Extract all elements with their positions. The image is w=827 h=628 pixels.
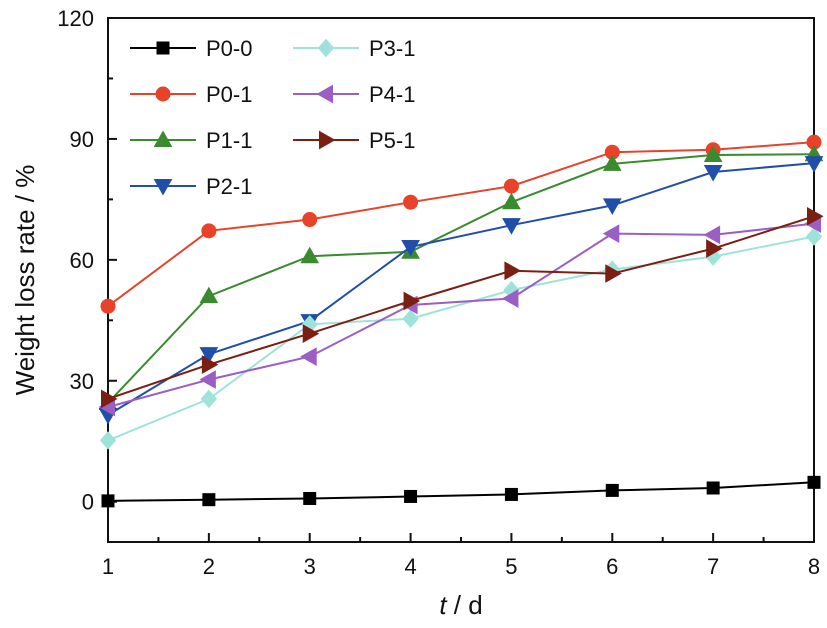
legend-marker <box>317 38 335 58</box>
x-axis-title-variable: t <box>439 590 448 620</box>
data-point-P4-1-7 <box>703 225 721 245</box>
data-point-P1-1-2 <box>199 286 219 304</box>
data-point-P0-0-5 <box>504 487 518 501</box>
legend-label: P4-1 <box>369 82 415 107</box>
series-line-P4-1 <box>107 222 815 408</box>
data-point-P4-1-6 <box>602 224 620 244</box>
x-tick-label: 4 <box>404 554 416 579</box>
data-point-P5-1-8 <box>807 206 824 226</box>
axes: 1 2 3 4 5 6 7 8 0 30 60 90 120 <box>57 6 820 579</box>
y-tick-label: 60 <box>70 248 94 273</box>
legend-item-P5-1: P5-1 <box>293 128 415 153</box>
legend-label: P1-1 <box>206 128 252 153</box>
data-point-P0-1-2 <box>201 223 217 239</box>
legend-item-P0-0: P0-0 <box>130 36 252 61</box>
data-point-P0-1-1 <box>100 298 116 314</box>
data-point-P2-1-5 <box>502 218 521 235</box>
data-point-P5-1-5 <box>504 261 521 281</box>
y-tick-label: 120 <box>57 6 94 31</box>
data-point-P1-1-5 <box>502 192 521 210</box>
legend-label: P5-1 <box>369 128 415 153</box>
x-tick-label: 5 <box>505 554 517 579</box>
data-point-P2-1-4 <box>401 239 420 257</box>
x-axis-title-unit: / d <box>447 590 483 620</box>
data-point-P5-1-7 <box>706 239 723 258</box>
series-P3-1 <box>99 227 823 450</box>
x-tick-label: 8 <box>808 554 820 579</box>
data-point-P2-1-7 <box>703 164 723 182</box>
legend-item-P4-1: P4-1 <box>293 82 415 107</box>
x-tick-label: 1 <box>102 554 114 579</box>
data-point-P5-1-6 <box>605 264 622 283</box>
data-point-P3-1-2 <box>200 389 218 409</box>
legend-marker <box>316 84 333 104</box>
data-point-P3-1-8 <box>805 227 823 246</box>
data-point-P0-0-7 <box>706 481 720 495</box>
x-axis-title: t / d <box>439 590 482 620</box>
data-point-P0-0-6 <box>605 483 619 497</box>
data-point-P4-1-5 <box>501 289 519 308</box>
y-tick-label: 0 <box>82 490 94 515</box>
series-line-P5-1 <box>107 215 815 400</box>
legend-marker <box>156 41 170 55</box>
legend-label: P2-1 <box>206 174 252 199</box>
y-tick-label: 90 <box>70 127 94 152</box>
y-axis-title: Weight loss rate / % <box>10 165 40 396</box>
data-point-P2-1-6 <box>602 198 622 215</box>
data-point-P1-1-7 <box>703 145 723 163</box>
data-point-P0-1-5 <box>503 178 519 194</box>
legend-item-P2-1: P2-1 <box>130 174 252 199</box>
series-P2-1 <box>98 156 824 425</box>
data-point-P5-1-2 <box>201 355 219 375</box>
data-point-P0-0-1 <box>101 494 115 508</box>
legend-label: P3-1 <box>369 36 415 61</box>
data-point-P5-1-1 <box>101 389 118 409</box>
data-point-P0-1-3 <box>302 212 318 228</box>
data-point-P5-1-4 <box>403 291 421 311</box>
legend-item-P3-1: P3-1 <box>293 36 415 61</box>
data-point-P3-1-4 <box>402 309 419 328</box>
legend-item-P1-1: P1-1 <box>130 128 252 153</box>
data-point-P4-1-3 <box>300 347 317 366</box>
data-point-P2-1-8 <box>804 156 824 173</box>
data-point-P5-1-3 <box>302 324 320 343</box>
series-P5-1 <box>101 206 824 409</box>
data-point-P4-1-2 <box>199 370 216 389</box>
data-point-P1-1-3 <box>300 246 320 264</box>
data-point-P0-0-2 <box>202 493 216 507</box>
legend-marker <box>155 86 171 102</box>
data-point-P0-0-8 <box>807 475 821 489</box>
legend: P0-0 P0-1 P1-1 P2-1 P3-1 P4-1 P5-1 <box>130 36 415 199</box>
data-point-P3-1-1 <box>99 431 117 450</box>
legend-label: P0-0 <box>206 36 252 61</box>
legend-marker <box>319 130 336 150</box>
data-point-P1-1-6 <box>602 154 622 171</box>
x-tick-label: 3 <box>304 554 316 579</box>
series-layer <box>98 134 824 508</box>
x-tick-label: 2 <box>203 554 215 579</box>
series-line-P2-1 <box>107 162 815 416</box>
data-point-P0-0-3 <box>303 491 317 505</box>
y-tick-label: 30 <box>70 369 94 394</box>
legend-marker <box>153 179 173 196</box>
x-tick-label: 6 <box>606 554 618 579</box>
series-line-P1-1 <box>107 153 815 404</box>
series-P0-0 <box>101 475 821 508</box>
legend-item-P0-1: P0-1 <box>130 82 252 107</box>
series-line-P0-1 <box>107 141 815 308</box>
legend-label: P0-1 <box>206 82 252 107</box>
data-point-P2-1-2 <box>199 347 219 364</box>
series-line-P0-0 <box>107 481 815 502</box>
data-point-P0-0-4 <box>404 489 418 503</box>
series-P0-1 <box>100 134 822 314</box>
data-point-P0-1-4 <box>403 194 419 210</box>
x-tick-label: 7 <box>707 554 719 579</box>
legend-marker <box>153 130 173 147</box>
series-line-P3-1 <box>107 235 815 442</box>
